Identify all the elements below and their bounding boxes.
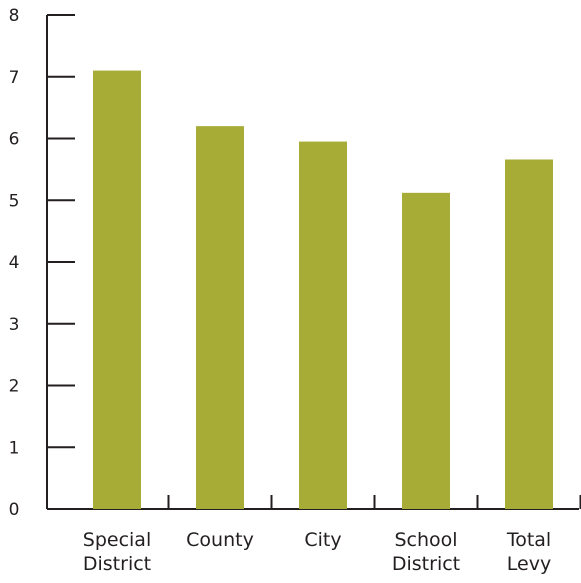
x-tick-label-total-levy: Total Levy (506, 529, 551, 575)
bar-school-district (402, 192, 450, 509)
x-tick-label-county: County (186, 529, 254, 551)
y-tick-label-7: 7 (9, 68, 20, 88)
x-tick-label-line: City (304, 529, 341, 551)
y-tick-labels: 0 1 2 3 4 5 6 7 8 (9, 6, 20, 520)
y-tick-label-3: 3 (9, 315, 20, 335)
bar-total-levy (505, 159, 553, 509)
y-tick-label-0: 0 (9, 500, 20, 520)
x-tick-label-line: County (186, 529, 254, 551)
y-axis (46, 14, 75, 510)
bar-county (196, 126, 244, 510)
x-tick-label-line: Special (83, 529, 151, 551)
x-tick-label-line: School (394, 529, 457, 551)
bar-city (299, 141, 347, 509)
x-tick-label-line: Total (506, 529, 551, 551)
y-tick-label-1: 1 (9, 438, 20, 458)
y-tick-label-5: 5 (9, 191, 20, 211)
x-tick-label-line: Levy (507, 553, 551, 575)
y-tick-label-8: 8 (9, 6, 20, 26)
y-tick-label-2: 2 (9, 377, 20, 397)
y-tick-label-4: 4 (9, 253, 20, 273)
x-tick-label-special-district: Special District (83, 529, 151, 575)
y-tick-label-6: 6 (9, 130, 20, 150)
x-tick-label-line: District (392, 553, 460, 575)
bars (93, 70, 553, 510)
x-tick-label-line: District (83, 553, 151, 575)
x-tick-label-city: City (304, 529, 341, 551)
x-tick-label-school-district: School District (392, 529, 460, 575)
bar-special-district (93, 70, 141, 509)
